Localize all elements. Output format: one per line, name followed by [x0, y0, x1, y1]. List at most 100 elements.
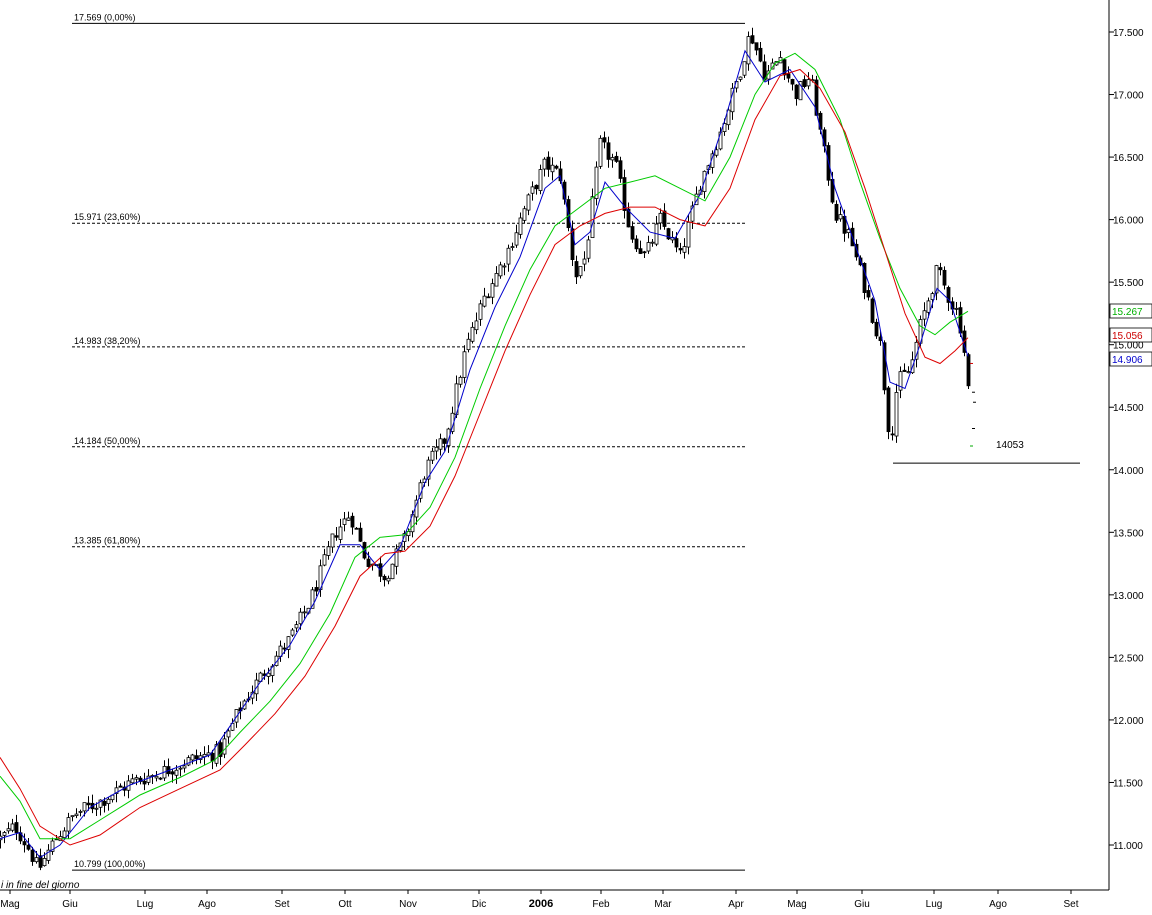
candle-body	[142, 780, 147, 785]
candle-body	[434, 446, 439, 452]
candle-body	[334, 535, 339, 538]
candle-body	[186, 757, 191, 766]
candle-body	[682, 246, 687, 253]
candle-body	[174, 769, 179, 776]
candle-body	[546, 156, 551, 170]
candle-body	[214, 744, 219, 764]
candle-body	[346, 517, 351, 521]
candle-body	[390, 563, 395, 580]
candle-body	[590, 196, 595, 239]
candle-body	[286, 636, 291, 650]
candle-body	[662, 210, 667, 227]
candles-group	[0, 27, 976, 871]
support-line-group: 14053	[893, 440, 1080, 464]
candle-body	[790, 79, 795, 85]
fibonacci-label: 14.983 (38,20%)	[74, 336, 141, 346]
y-axis-group: 11.000 11.500 12.000 12.500 13.000 13.500 14.0…	[1108, 0, 1152, 890]
y-tick-label: 12.000	[1113, 716, 1144, 727]
candle-body	[462, 351, 467, 378]
candle-body	[482, 295, 487, 307]
candle-body	[618, 160, 623, 179]
candle-body	[782, 59, 787, 76]
candle-body	[690, 205, 695, 222]
candle-body	[758, 47, 763, 62]
x-tick-label: Lug	[926, 899, 943, 910]
x-tick-label: Mag	[787, 899, 806, 910]
candle-body	[554, 165, 559, 169]
candle-body	[458, 376, 463, 385]
candle-body	[742, 61, 747, 76]
candle-body	[6, 828, 11, 832]
candle-body	[510, 246, 515, 248]
candle-body	[62, 830, 67, 839]
candle-body	[10, 823, 15, 831]
candle-body	[74, 813, 79, 816]
candle-body	[666, 228, 671, 240]
candle-body	[330, 533, 335, 548]
candle-body	[474, 320, 479, 331]
candle-body	[722, 123, 727, 133]
candle-body	[726, 109, 731, 126]
candle-body	[170, 771, 175, 775]
candle-body	[558, 168, 563, 182]
candle-body	[490, 283, 495, 298]
candle-body	[586, 239, 591, 259]
candle-body	[574, 261, 579, 278]
candle-body	[838, 214, 843, 220]
candle-body	[430, 450, 435, 461]
footnote: i in fine del giorno	[1, 880, 80, 891]
candle-body	[402, 533, 407, 542]
x-tick-label: Set	[274, 899, 289, 910]
candle-body	[378, 563, 383, 577]
price-label: 15.056	[1112, 331, 1143, 342]
candle-body	[754, 42, 759, 51]
candle-body	[746, 36, 751, 65]
candle-body	[694, 193, 699, 206]
candle-body	[178, 767, 183, 770]
candle-body	[146, 775, 151, 783]
candle-body	[802, 79, 807, 87]
candle-body	[674, 238, 679, 248]
candle-body	[882, 342, 887, 391]
fibonacci-label: 10.799 (100,00%)	[74, 859, 146, 869]
y-tick-label: 17.000	[1113, 91, 1144, 102]
candle-body	[210, 752, 215, 762]
candle-body	[182, 765, 187, 769]
candle-body	[798, 81, 803, 101]
candle-body	[298, 611, 303, 625]
candle-body	[522, 208, 527, 221]
candle-body	[862, 262, 867, 293]
candle-body	[614, 155, 619, 162]
candle-body	[310, 589, 315, 609]
fibonacci-levels: 17.569 (0,00%) 15.971 (23,60%) 14.983 (38,…	[72, 12, 745, 871]
x-tick-label: Apr	[728, 899, 744, 910]
candle-body	[86, 802, 91, 806]
x-tick-label: 2006	[529, 898, 553, 910]
x-tick-label: Giu	[62, 899, 78, 910]
candle-body	[594, 166, 599, 199]
candle-body	[38, 855, 43, 868]
moving-average-line	[0, 49, 969, 859]
candle-body	[898, 371, 903, 391]
candle-body	[570, 228, 575, 261]
candle-body	[26, 844, 31, 850]
candle-body	[386, 577, 391, 582]
y-tick-label: 13.000	[1113, 591, 1144, 602]
candle-body	[14, 822, 19, 834]
y-tick-label: 14.500	[1113, 403, 1144, 414]
candle-body	[350, 515, 355, 528]
candle-body	[158, 777, 163, 780]
candle-body	[2, 832, 7, 836]
fibonacci-label: 14.184 (50,00%)	[74, 436, 141, 446]
candle-body	[622, 177, 627, 211]
candle-body	[46, 849, 51, 861]
candle-body	[714, 149, 719, 156]
candle-body	[498, 264, 503, 277]
y-tick-label: 11.000	[1113, 841, 1143, 852]
candle-body	[750, 35, 755, 44]
candle-body	[598, 137, 603, 167]
candle-body	[70, 815, 75, 818]
candle-body	[534, 184, 539, 190]
candle-body	[834, 203, 839, 221]
